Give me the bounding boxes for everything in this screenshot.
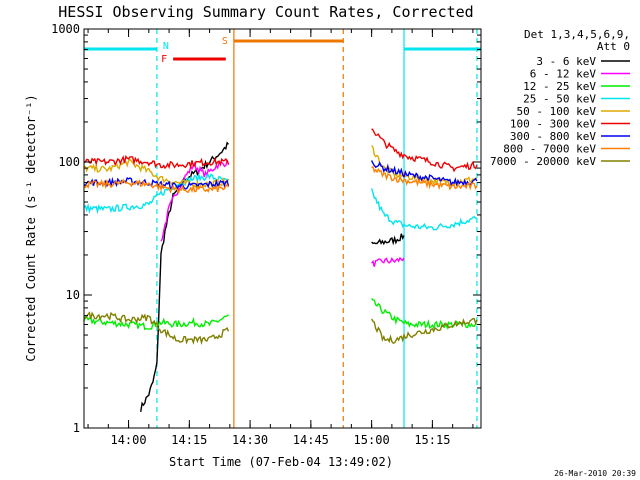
series-line-3 — [83, 173, 478, 231]
timestamp-label: 26-Mar-2010 20:39 — [554, 469, 636, 478]
series-line-1 — [160, 159, 405, 267]
x-axis-label: Start Time (07-Feb-04 13:49:02) — [169, 455, 393, 469]
plot-frame — [83, 28, 482, 429]
legend-header-line-1: Det 1,3,4,5,6,9, — [524, 28, 630, 41]
flag-label-n: N — [163, 41, 169, 52]
legend-label-3: 25 - 50 keV — [523, 93, 596, 106]
legend-label-0: 3 - 6 keV — [536, 55, 596, 68]
series-line-2 — [83, 298, 478, 331]
legend-label-6: 300 - 800 keV — [510, 130, 596, 143]
x-tick-label: 14:00 — [110, 433, 146, 447]
series-line-5 — [83, 128, 478, 173]
legend-label-1: 6 - 12 keV — [530, 68, 597, 81]
legend-header-line-2: Att 0 — [597, 40, 630, 53]
legend-label-2: 12 - 25 keV — [523, 80, 596, 93]
legend-label-4: 50 - 100 keV — [517, 105, 597, 118]
y-tick-label: 10 — [66, 288, 80, 302]
flag-label-s: S — [222, 36, 228, 47]
series-line-8 — [83, 311, 478, 346]
y-tick-label: 100 — [58, 155, 80, 169]
y-tick-label: 1 — [73, 421, 80, 435]
x-tick-label: 14:15 — [171, 433, 207, 447]
x-tick-label: 15:00 — [354, 433, 390, 447]
legend-label-5: 100 - 300 keV — [510, 118, 596, 131]
chart-title: HESSI Observing Summary Count Rates, Cor… — [58, 3, 473, 21]
series-line-7 — [83, 165, 478, 195]
y-axis-label: Corrected Count Rate (s⁻¹ detector⁻¹) — [24, 94, 38, 361]
legend-label-7: 800 - 7000 keV — [503, 143, 596, 156]
y-tick-label: 1000 — [51, 22, 80, 36]
legend-label-8: 7000 - 20000 keV — [490, 155, 596, 168]
x-tick-label: 14:45 — [293, 433, 329, 447]
flag-label-f: F — [161, 54, 167, 65]
x-tick-label: 14:30 — [232, 433, 268, 447]
x-tick-label: 15:15 — [414, 433, 450, 447]
